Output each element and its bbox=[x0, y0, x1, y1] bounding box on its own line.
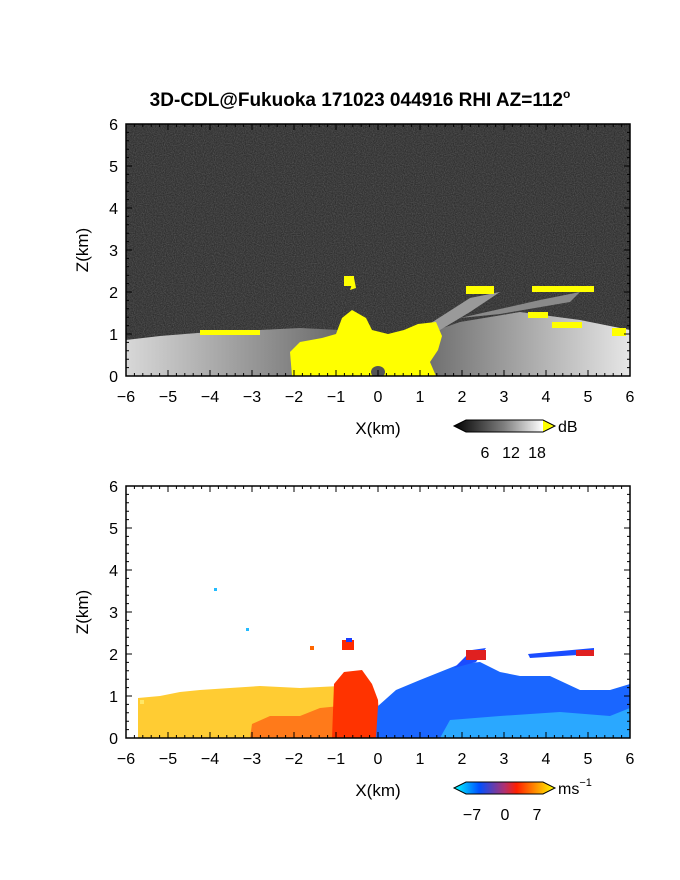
x-tick-label: 5 bbox=[584, 389, 593, 406]
x-tick-label: −5 bbox=[159, 751, 177, 768]
x-tick-label: −1 bbox=[327, 389, 345, 406]
x-tick-label: 1 bbox=[416, 389, 425, 406]
colorbar-tick-label: 12 bbox=[502, 445, 520, 462]
strong-echo bbox=[290, 310, 442, 376]
red-cell bbox=[576, 650, 594, 656]
x-tick-label: −4 bbox=[201, 389, 219, 406]
y-tick-label: 4 bbox=[109, 563, 118, 580]
x-tick-label: 2 bbox=[458, 389, 467, 406]
y-tick-label: 0 bbox=[109, 731, 118, 748]
x-tick-label: 4 bbox=[542, 389, 551, 406]
x-tick-label: 6 bbox=[626, 751, 635, 768]
x-tick-label: 6 bbox=[626, 389, 635, 406]
velocity-panel: −6 −5 −4 −3 −2 −1 0 1 2 3 4 5 6 0 1 2 3 4 5 6 X(km) Z(km) m… bbox=[73, 479, 635, 824]
x-tick-label: −1 bbox=[327, 751, 345, 768]
x-tick-label: 3 bbox=[500, 389, 509, 406]
y-axis-label: Z(km) bbox=[73, 228, 92, 272]
x-tick-label: 2 bbox=[458, 751, 467, 768]
red-patch bbox=[342, 640, 354, 650]
echo-patch-5 bbox=[528, 312, 548, 318]
axis-ticks: −6 −5 −4 −3 −2 −1 0 1 2 3 4 5 6 0 1 2 3 4 5 6 bbox=[109, 117, 634, 406]
x-tick-label: 5 bbox=[584, 751, 593, 768]
cyan-core bbox=[440, 708, 630, 738]
y-tick-label: 3 bbox=[109, 605, 118, 622]
echo-patch-4 bbox=[532, 286, 594, 292]
x-tick-label: −5 bbox=[159, 389, 177, 406]
echo-patch-2 bbox=[200, 330, 260, 335]
colorbar-tick-label: 18 bbox=[528, 445, 546, 462]
y-tick-label: 1 bbox=[109, 327, 118, 344]
red-band bbox=[332, 670, 380, 738]
y-axis-label: Z(km) bbox=[73, 590, 92, 634]
colorbar-unit: ms−1 bbox=[558, 777, 592, 798]
y-tick-label: 4 bbox=[109, 201, 118, 218]
tick-marks bbox=[125, 485, 631, 739]
echo-patch-3 bbox=[466, 286, 494, 294]
x-tick-label: 4 bbox=[542, 751, 551, 768]
colorbar-tick-label: −7 bbox=[463, 807, 481, 824]
y-tick-label: 6 bbox=[109, 117, 118, 134]
x-tick-label: −6 bbox=[117, 751, 135, 768]
y-tick-label: 1 bbox=[109, 689, 118, 706]
y-tick-label: 6 bbox=[109, 479, 118, 496]
axis-ticks: −6 −5 −4 −3 −2 −1 0 1 2 3 4 5 6 0 1 2 3 4 5 6 bbox=[109, 479, 634, 768]
y-tick-label: 2 bbox=[109, 285, 118, 302]
x-axis-label: X(km) bbox=[355, 781, 400, 800]
echo-patch-1 bbox=[344, 276, 354, 286]
orange-pixel bbox=[310, 646, 314, 650]
tick-marks bbox=[125, 123, 631, 377]
x-tick-label: 0 bbox=[374, 751, 383, 768]
x-tick-label: 0 bbox=[374, 389, 383, 406]
x-tick-label: −3 bbox=[243, 751, 261, 768]
x-tick-label: −2 bbox=[285, 751, 303, 768]
x-tick-label: 1 bbox=[416, 751, 425, 768]
x-tick-label: −2 bbox=[285, 389, 303, 406]
blue-patch bbox=[346, 638, 352, 642]
y-tick-label: 2 bbox=[109, 647, 118, 664]
colorbar-unit: dB bbox=[558, 419, 578, 436]
bright-layer-left bbox=[126, 328, 340, 376]
x-tick-label: −4 bbox=[201, 751, 219, 768]
x-tick-label: −6 bbox=[117, 389, 135, 406]
echo-patch-7 bbox=[612, 328, 626, 336]
red-cell bbox=[466, 650, 486, 660]
colorbar: ms−1 −7 0 7 bbox=[452, 777, 592, 824]
y-tick-label: 0 bbox=[109, 369, 118, 386]
strong-positive-core bbox=[250, 706, 340, 738]
colorbar: dB 6 12 18 bbox=[452, 419, 578, 462]
colorbar-bar bbox=[452, 781, 557, 795]
x-tick-label: 3 bbox=[500, 751, 509, 768]
grey-streak-2 bbox=[460, 292, 580, 318]
x-axis-label: X(km) bbox=[355, 419, 400, 438]
yellow-pixel bbox=[140, 700, 144, 704]
y-tick-label: 3 bbox=[109, 243, 118, 260]
x-tick-label: −3 bbox=[243, 389, 261, 406]
chart-title: 3D-CDL@Fukuoka 171023 044916 RHI AZ=112o bbox=[150, 87, 571, 111]
y-tick-label: 5 bbox=[109, 521, 118, 538]
cyan-pixel bbox=[214, 588, 217, 591]
echo-patch-6 bbox=[552, 322, 582, 328]
cyan-pixel bbox=[246, 628, 249, 631]
colorbar-tick-label: 7 bbox=[533, 807, 542, 824]
y-tick-label: 5 bbox=[109, 159, 118, 176]
colorbar-bar bbox=[452, 419, 557, 433]
colorbar-tick-label: 0 bbox=[501, 807, 510, 824]
colorbar-tick-label: 6 bbox=[481, 445, 490, 462]
grey-streak-1 bbox=[420, 292, 500, 336]
